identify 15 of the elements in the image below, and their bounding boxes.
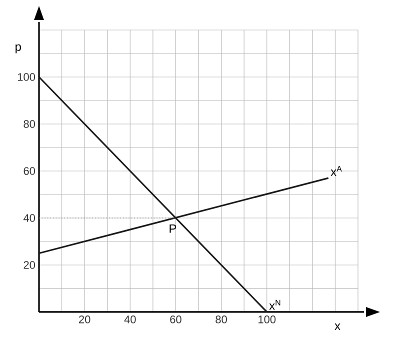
x-tick-label: 60: [170, 316, 182, 324]
y-tick-label: 100: [18, 73, 36, 81]
series-label: x$^{N}$: [269, 300, 280, 310]
y-tick-label: 20: [24, 261, 36, 269]
x-tick-label: 100: [258, 316, 276, 324]
x-tick-label: 80: [216, 316, 227, 324]
y-tick-label: 80: [24, 120, 36, 128]
y-axis-title: p: [16, 44, 21, 54]
series-label: x$^{A}$: [330, 166, 342, 176]
x-tick-label: 40: [124, 316, 136, 324]
y-tick-label: 40: [23, 214, 36, 222]
y-tick-label: 60: [24, 167, 36, 175]
annotation: P: [170, 224, 176, 233]
x-tick-label: 20: [79, 316, 90, 324]
x-axis-title: x: [334, 324, 340, 330]
